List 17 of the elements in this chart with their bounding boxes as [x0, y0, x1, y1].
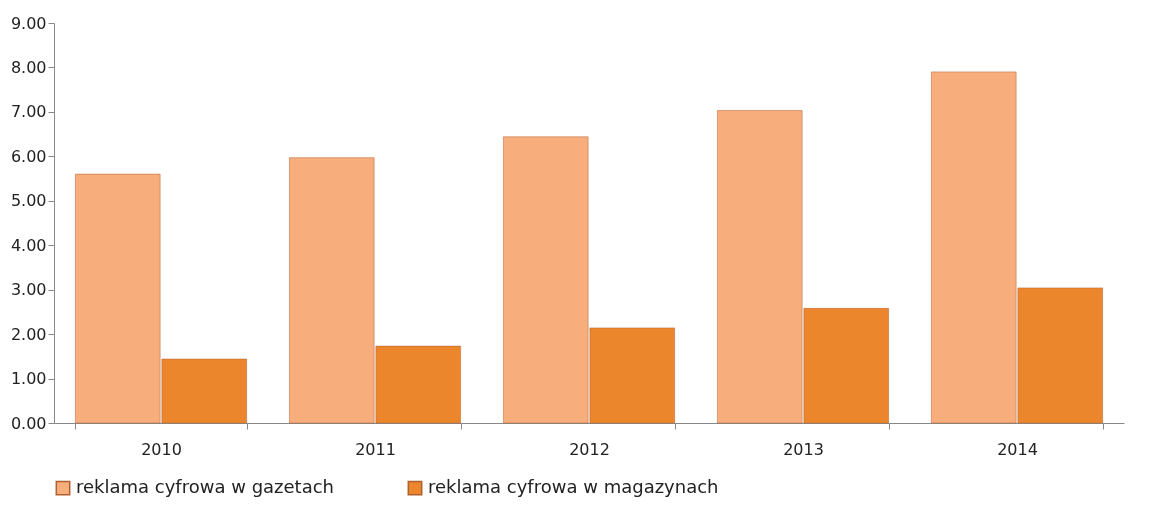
y-tick-label: 5.00: [10, 191, 47, 211]
x-tick-label: 2014: [997, 439, 1038, 459]
legend-label: reklama cyfrowa w gazetach: [76, 476, 335, 498]
y-tick-label: 8.00: [10, 57, 47, 77]
legend-label: reklama cyfrowa w magazynach: [428, 476, 719, 498]
x-tick-label: 2012: [569, 439, 610, 459]
y-tick-label: 3.00: [10, 280, 47, 300]
y-tick-label: 2.00: [10, 324, 47, 344]
y-tick-label: 7.00: [10, 102, 47, 122]
x-tick-label: 2013: [783, 439, 824, 459]
y-tick-label: 1.00: [10, 369, 47, 389]
y-tick-label: 6.00: [10, 146, 47, 166]
y-tick-label: 4.00: [10, 235, 47, 255]
y-tick-label: 0.00: [10, 413, 47, 433]
x-tick-label: 2011: [355, 439, 396, 459]
x-tick-label: 2010: [141, 439, 182, 459]
y-tick-label: 9.00: [10, 13, 47, 33]
